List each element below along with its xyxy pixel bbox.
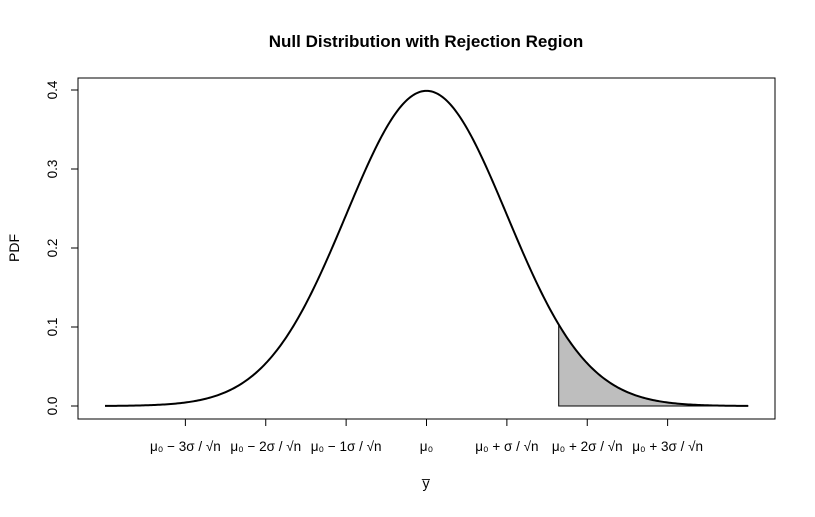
- y-tick-label: 0.3: [45, 160, 60, 179]
- x-axis-label: y̅: [421, 475, 431, 491]
- x-tick-label: μ₀ + 2σ / √n: [552, 439, 623, 454]
- y-tick-label: 0.0: [45, 397, 60, 416]
- y-tick-label: 0.4: [45, 80, 60, 99]
- y-axis-label: PDF: [6, 234, 22, 262]
- x-tick-label: μ₀: [420, 439, 433, 454]
- x-tick-label: μ₀ − 3σ / √n: [150, 439, 221, 454]
- density-curve: [105, 89, 748, 407]
- plot-frame: [77, 77, 776, 420]
- x-tick-label: μ₀ − 2σ / √n: [230, 439, 301, 454]
- x-tick-label: μ₀ + σ / √n: [475, 439, 538, 454]
- x-tick-label: μ₀ + 3σ / √n: [632, 439, 703, 454]
- rejection-region: [558, 322, 749, 407]
- chart-title: Null Distribution with Rejection Region: [269, 32, 584, 51]
- x-tick-label: μ₀ − 1σ / √n: [311, 439, 382, 454]
- y-tick-label: 0.1: [45, 318, 60, 337]
- y-tick-label: 0.2: [45, 239, 60, 258]
